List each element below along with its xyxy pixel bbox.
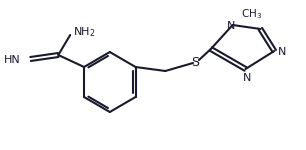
Text: N: N [226, 21, 235, 31]
Text: S: S [191, 56, 199, 69]
Text: N: N [278, 47, 286, 57]
Text: N: N [243, 73, 252, 83]
Text: NH$_2$: NH$_2$ [73, 25, 95, 39]
Text: HN: HN [4, 55, 21, 65]
Text: CH$_3$: CH$_3$ [241, 7, 262, 21]
